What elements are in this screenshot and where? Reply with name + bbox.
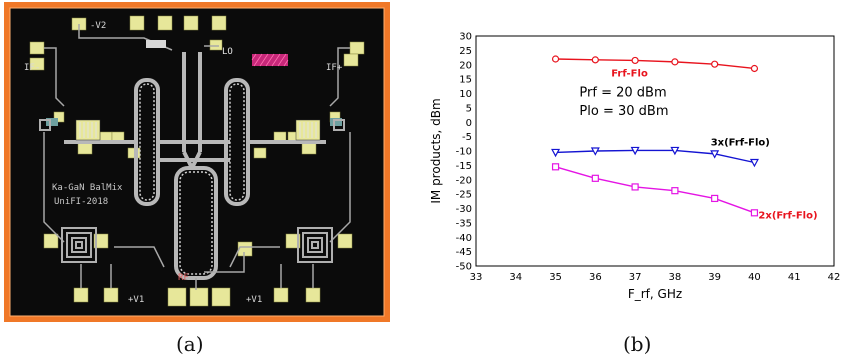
x-tick-label: 40: [748, 272, 761, 283]
y-tick-label: -40: [456, 233, 472, 244]
series-label-3x: 3x(Frf-Flo): [711, 137, 770, 148]
y-tick-label: 10: [459, 89, 472, 100]
chip-title-line1: Ka-GaN BalMix: [52, 183, 123, 193]
y-tick-label: -25: [456, 190, 472, 201]
rf-label: RF: [178, 273, 189, 283]
series-label-frf-flo: Frf-Flo: [611, 68, 648, 79]
data-point: [591, 174, 599, 182]
x-tick-label: 36: [589, 272, 602, 283]
data-point: [750, 64, 759, 73]
chart-axes: 33 34 35 36 37 38 39 40 41 42 30 25 20 15 10 5 0 -5 -10 -15…: [456, 32, 841, 284]
y-axis-label: IM products, dBm: [429, 98, 443, 203]
annotation-prf: Prf = 20 dBm: [579, 85, 666, 100]
if-minus-label: IF-: [24, 63, 40, 73]
v1-right-label: +V1: [246, 295, 262, 305]
v1-left-label: +V1: [128, 295, 144, 305]
annotation-plo: Plo = 30 dBm: [579, 104, 668, 119]
series-line-1: [555, 149, 755, 164]
chip-layout-svg: -V2 LO IF- IF+ Ka-GaN BalMix UniFI-2018 …: [4, 2, 390, 322]
dc-pads: [29, 15, 365, 307]
y-tick-label: 25: [459, 46, 472, 57]
chip-layout-image: -V2 LO IF- IF+ Ka-GaN BalMix UniFI-2018 …: [4, 2, 390, 322]
x-axis-label: F_rf, GHz: [628, 287, 682, 301]
data-point: [631, 183, 639, 191]
y-tick-label: 5: [466, 103, 472, 114]
y-tick-label: 0: [466, 118, 472, 129]
data-point: [671, 58, 679, 66]
y-tick-label: 30: [459, 32, 472, 43]
data-point: [551, 163, 560, 171]
data-point: [590, 147, 600, 156]
y-tick-label: 20: [459, 60, 472, 71]
x-tick-label: 39: [708, 272, 721, 283]
resistors: [46, 40, 342, 126]
logo-hatch: [251, 53, 289, 67]
data-point: [630, 146, 640, 156]
x-tick-label: 41: [788, 272, 801, 283]
x-tick-label: 35: [549, 272, 562, 283]
x-tick-label: 42: [828, 272, 841, 283]
x-tick-label: 37: [629, 272, 642, 283]
data-point: [710, 150, 720, 159]
y-tick-label: -45: [456, 247, 472, 258]
y-tick-label: -30: [456, 204, 472, 215]
chart-svg: 33 34 35 36 37 38 39 40 41 42 30 25 20 15 10 5 0 -5 -10 -15…: [429, 32, 841, 302]
data-point: [671, 187, 679, 195]
series-line-2: [555, 166, 755, 214]
x-tick-label: 38: [669, 272, 682, 283]
if-plus-label: IF+: [326, 63, 343, 73]
line-details: [139, 83, 245, 275]
y-tick-label: -15: [456, 161, 472, 172]
y-tick-label: 15: [459, 75, 472, 86]
series-label-2x: 2x(Frf-Flo): [758, 211, 817, 222]
x-tick-label: 33: [470, 272, 483, 283]
y-tick-label: -50: [456, 262, 472, 273]
caption-a: (a): [176, 332, 204, 356]
spiral-inductors: [39, 119, 345, 263]
data-point: [711, 194, 719, 203]
caption-b: (b): [623, 332, 652, 356]
data-point: [749, 158, 759, 168]
x-tick-label: 34: [509, 272, 522, 283]
chip-title-line2: UniFI-2018: [54, 197, 108, 207]
transmission-lines: [64, 52, 326, 280]
series-line-0: [555, 58, 755, 70]
data-point: [551, 55, 560, 63]
data-point: [750, 209, 759, 217]
y-tick-label: -35: [456, 218, 472, 229]
v2-label: -V2: [90, 21, 106, 31]
y-tick-label: -5: [462, 132, 472, 143]
lo-label: LO: [222, 47, 233, 57]
y-tick-label: -20: [456, 175, 472, 186]
data-point: [670, 146, 680, 156]
data-point: [711, 60, 719, 68]
chart-series: [551, 55, 759, 217]
data-point: [551, 148, 561, 158]
im-products-chart: 33 34 35 36 37 38 39 40 41 42 30 25 20 15 10 5 0 -5 -10 -15…: [420, 26, 850, 326]
y-tick-label: -10: [456, 147, 472, 158]
data-point: [591, 56, 599, 64]
data-point: [631, 56, 639, 65]
device-gates: [79, 122, 317, 138]
